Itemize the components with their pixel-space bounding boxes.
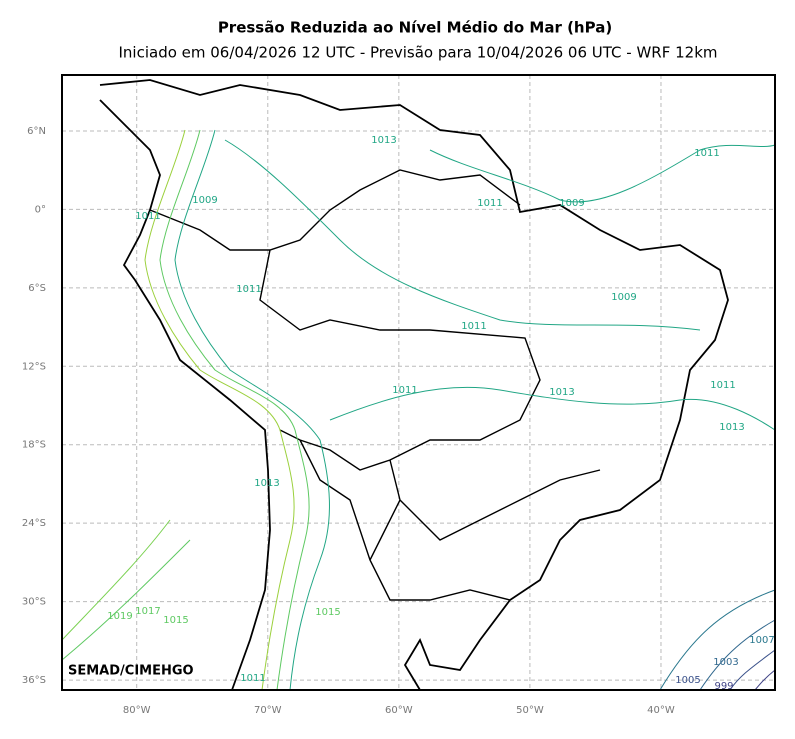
contour-label: 1009 bbox=[611, 292, 636, 303]
map-frame bbox=[61, 74, 776, 691]
contour-label: 1013 bbox=[371, 135, 396, 146]
subtitle: Iniciado em 06/04/2026 12 UTC - Previsão… bbox=[118, 44, 717, 62]
contour-label: 1005 bbox=[675, 675, 700, 686]
contour-label: 1011 bbox=[135, 211, 160, 222]
credit: SEMAD/CIMEHGO bbox=[68, 664, 194, 679]
y-tick-label: 12°S bbox=[22, 361, 46, 372]
contours bbox=[61, 129, 776, 691]
y-tick-label: 0° bbox=[35, 204, 46, 215]
y-tick-label: 6°N bbox=[27, 126, 46, 137]
contour-label: 1011 bbox=[392, 385, 417, 396]
contour-label: 1011 bbox=[236, 284, 261, 295]
y-tick-label: 18°S bbox=[22, 440, 46, 451]
contour-label: 1011 bbox=[461, 321, 486, 332]
contour-label: 1013 bbox=[549, 387, 574, 398]
x-tick-label: 40°W bbox=[647, 705, 675, 716]
contour-label: 1007 bbox=[749, 635, 774, 646]
x-tick-label: 80°W bbox=[123, 705, 151, 716]
contour-label: 1011 bbox=[477, 198, 502, 209]
x-tick-label: 50°W bbox=[516, 705, 544, 716]
contour-label: 1013 bbox=[719, 422, 744, 433]
contour-label: 1015 bbox=[163, 615, 188, 626]
y-tick-label: 30°S bbox=[22, 597, 46, 608]
contour-label: 1009 bbox=[559, 198, 584, 209]
title: Pressão Reduzida ao Nível Médio do Mar (… bbox=[218, 19, 612, 37]
contour-label: 1011 bbox=[710, 380, 735, 391]
x-tick-label: 70°W bbox=[254, 705, 282, 716]
coastline bbox=[99, 79, 729, 691]
y-tick-label: 24°S bbox=[22, 518, 46, 529]
contour-label: 1011 bbox=[240, 673, 265, 684]
contour-label: 1009 bbox=[192, 195, 217, 206]
contour-label: 999 bbox=[714, 681, 733, 692]
contour-label: 1017 bbox=[135, 606, 160, 617]
contour-label: 1019 bbox=[107, 611, 132, 622]
contour-labels: 1011 1009 1011 1009 1011 1011 1009 1011 1011 1013… bbox=[107, 135, 774, 692]
y-tick-label: 36°S bbox=[22, 675, 46, 686]
y-tick-label: 6°S bbox=[28, 283, 46, 294]
contour-label: 1015 bbox=[315, 607, 340, 618]
contour-label: 1011 bbox=[694, 148, 719, 159]
contour-label: 1003 bbox=[713, 657, 738, 668]
x-tick-label: 60°W bbox=[385, 705, 413, 716]
contour-label: 1013 bbox=[254, 478, 279, 489]
